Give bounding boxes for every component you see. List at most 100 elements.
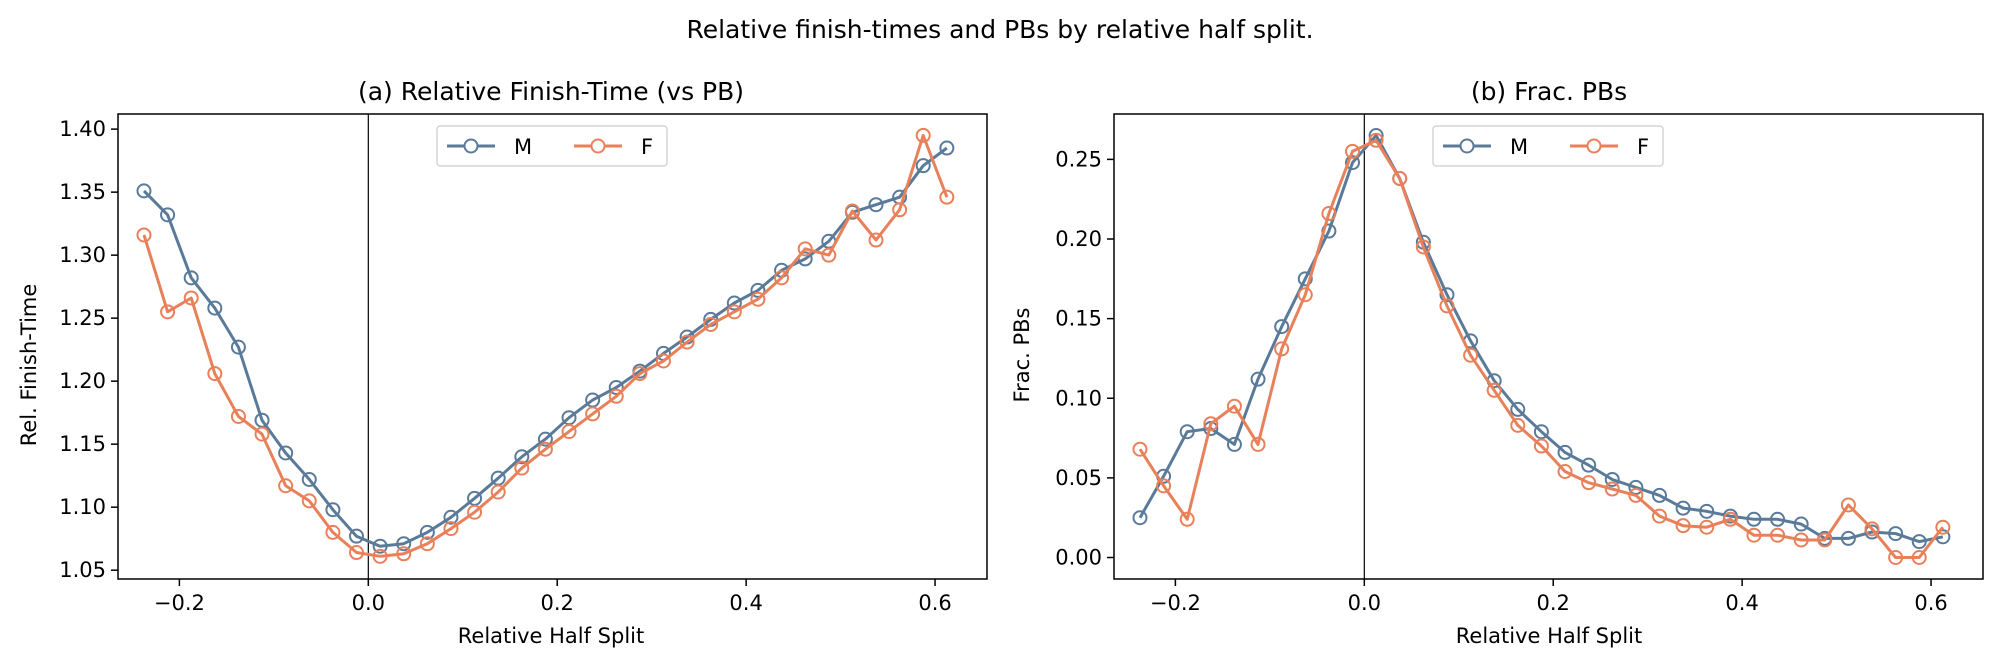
panel-b-series-f-point — [1321, 206, 1337, 222]
panel-b-series-m-point — [1533, 424, 1549, 440]
panel-b-xtick-label: 0.0 — [1348, 591, 1381, 615]
panel-a-series-f-point — [349, 545, 365, 561]
panel-a-ytick-label: 1.05 — [59, 558, 106, 582]
panel-b-series-m-point — [1274, 319, 1290, 335]
panel-a-series-f-point — [915, 127, 931, 143]
panel-a-series-m-point — [443, 509, 459, 525]
panel-b-series-f-point — [1392, 170, 1408, 186]
panel-a-series-f-point — [183, 290, 199, 306]
panel-a-series-m-point — [349, 528, 365, 544]
panel-b-series-m-point — [1250, 371, 1266, 387]
panel-a-series-m-point — [750, 282, 766, 298]
panel-b-series-f-point — [1722, 511, 1738, 527]
panel-a-series-f-point — [608, 388, 624, 404]
panel-b-ytick-label: 0.10 — [1055, 386, 1102, 410]
panel-a-series-f-point — [160, 304, 176, 320]
panel-a-series-f-point — [514, 460, 530, 476]
panel-b-series-f-point — [1510, 417, 1526, 433]
panel-b-series-f-point — [1463, 347, 1479, 363]
panel-b-series-m-point — [1675, 500, 1691, 516]
panel-b-series-m-point — [1746, 511, 1762, 527]
panel-a-series-f-point — [750, 291, 766, 307]
panel-a-legend-box — [436, 125, 668, 167]
panel-a-xtick-label: 0.6 — [918, 591, 951, 615]
panel-b-series-f-point — [1793, 532, 1809, 548]
panel-b-series-m-point — [1699, 503, 1715, 519]
panel-a-series-f-point — [868, 232, 884, 248]
panel-a-series-f-point — [490, 484, 506, 500]
panel-a-series-f-point — [230, 408, 246, 424]
panel-a-ytick-label: 1.20 — [59, 369, 106, 393]
panel-b-legend-m-label: M — [1510, 135, 1528, 159]
panel-b-series-f-point — [1911, 550, 1927, 566]
panel-a-series-f-point — [396, 546, 412, 562]
panel-a-xtick-label: 0.0 — [352, 591, 385, 615]
panel-b-series-f-point — [1486, 382, 1502, 398]
panel-a-series-f-point — [939, 189, 955, 205]
panel-a-series-m-point — [514, 449, 530, 465]
panel-a-legend-m-marker — [463, 138, 479, 154]
panel-a-series-m-point — [372, 538, 388, 554]
panel-a-series-f-point — [207, 366, 223, 382]
panel-a-series-f-line — [142, 133, 949, 558]
panel-b-series-f-point — [1250, 436, 1266, 452]
panel-b-series-f-point — [1651, 508, 1667, 524]
panel-a-series-f-point — [797, 241, 813, 257]
panel-a-ylabel: Rel. Finish-Time — [17, 284, 41, 447]
panel-a-series-m-point — [230, 339, 246, 355]
panel-b-series-m-point — [1179, 424, 1195, 440]
panel-b-series-f-point — [1864, 521, 1880, 537]
panel-b-series-f-point — [1368, 132, 1384, 148]
panel-a-series-m-point — [726, 295, 742, 311]
panel-a-series-f-point — [467, 504, 483, 520]
panel-a-series-m-point — [939, 140, 955, 156]
panel-a-series-f-point — [301, 493, 317, 509]
panel-a-series-m-point — [419, 524, 435, 540]
panel-a-series-m-point — [183, 270, 199, 286]
panel-a-series-f-point — [561, 424, 577, 440]
panel-a-series-m-point — [278, 445, 294, 461]
panel-b-ytick-label: 0.15 — [1055, 307, 1102, 331]
panel-a-series-f-point — [679, 334, 695, 350]
panel-a-xtick-label: 0.2 — [541, 591, 574, 615]
panel-a-series-f-point — [892, 202, 908, 218]
panel-b-series-f-line — [1138, 138, 1945, 559]
panel-a-series-f-point — [443, 521, 459, 537]
panel-b-series-f-point — [1888, 550, 1904, 566]
panel-b-series-m-point — [1651, 487, 1667, 503]
panel-a-axes-frame — [117, 113, 988, 580]
panel-a-series-f-point — [703, 316, 719, 332]
panel-a-xtick-label: 0.4 — [729, 591, 762, 615]
panel-a-ytick-label: 1.35 — [59, 180, 106, 204]
panel-a-series-f-point — [278, 478, 294, 494]
panel-a: (a) Relative Finish-Time (vs PB) Relativ… — [17, 77, 988, 648]
panel-a-series-m-point — [915, 158, 931, 174]
panel-b-series-f-point — [1415, 239, 1431, 255]
panel-a-series-m-point — [608, 379, 624, 395]
panel-a-series-f-point — [585, 406, 601, 422]
panel-a-series-f-point — [254, 426, 270, 442]
panel-a-legend-m-label: M — [514, 135, 532, 159]
panel-b-series-m-point — [1226, 436, 1242, 452]
panel-a-series-f-point — [726, 304, 742, 320]
panel-b-legend-f-marker — [1586, 138, 1602, 154]
panel-b-series-f-point — [1557, 464, 1573, 480]
panel-b-axes-frame — [1113, 113, 1984, 580]
panel-a-title: (a) Relative Finish-Time (vs PB) — [358, 77, 744, 106]
panel-b-series-f-point — [1533, 438, 1549, 454]
panel-a-series-f-point — [632, 366, 648, 382]
panel-a-series-m-point — [537, 431, 553, 447]
panel-a-series-m-point — [396, 536, 412, 552]
panel-a-ytick-label: 1.15 — [59, 432, 106, 456]
panel-b-xtick-label: 0.4 — [1725, 591, 1758, 615]
panel-b-series-m-point — [1297, 271, 1313, 287]
panel-a-series-m-point — [868, 197, 884, 213]
panel-b-series-f-point — [1699, 519, 1715, 535]
panel-a-ytick-label: 1.10 — [59, 495, 106, 519]
panel-a-series-f-point — [537, 441, 553, 457]
panel-b-xtick-label: 0.6 — [1914, 591, 1947, 615]
panel-a-ytick-label: 1.30 — [59, 243, 106, 267]
panel-b-series-f-point — [1675, 518, 1691, 534]
panel-b-legend-f-label: F — [1637, 135, 1649, 159]
